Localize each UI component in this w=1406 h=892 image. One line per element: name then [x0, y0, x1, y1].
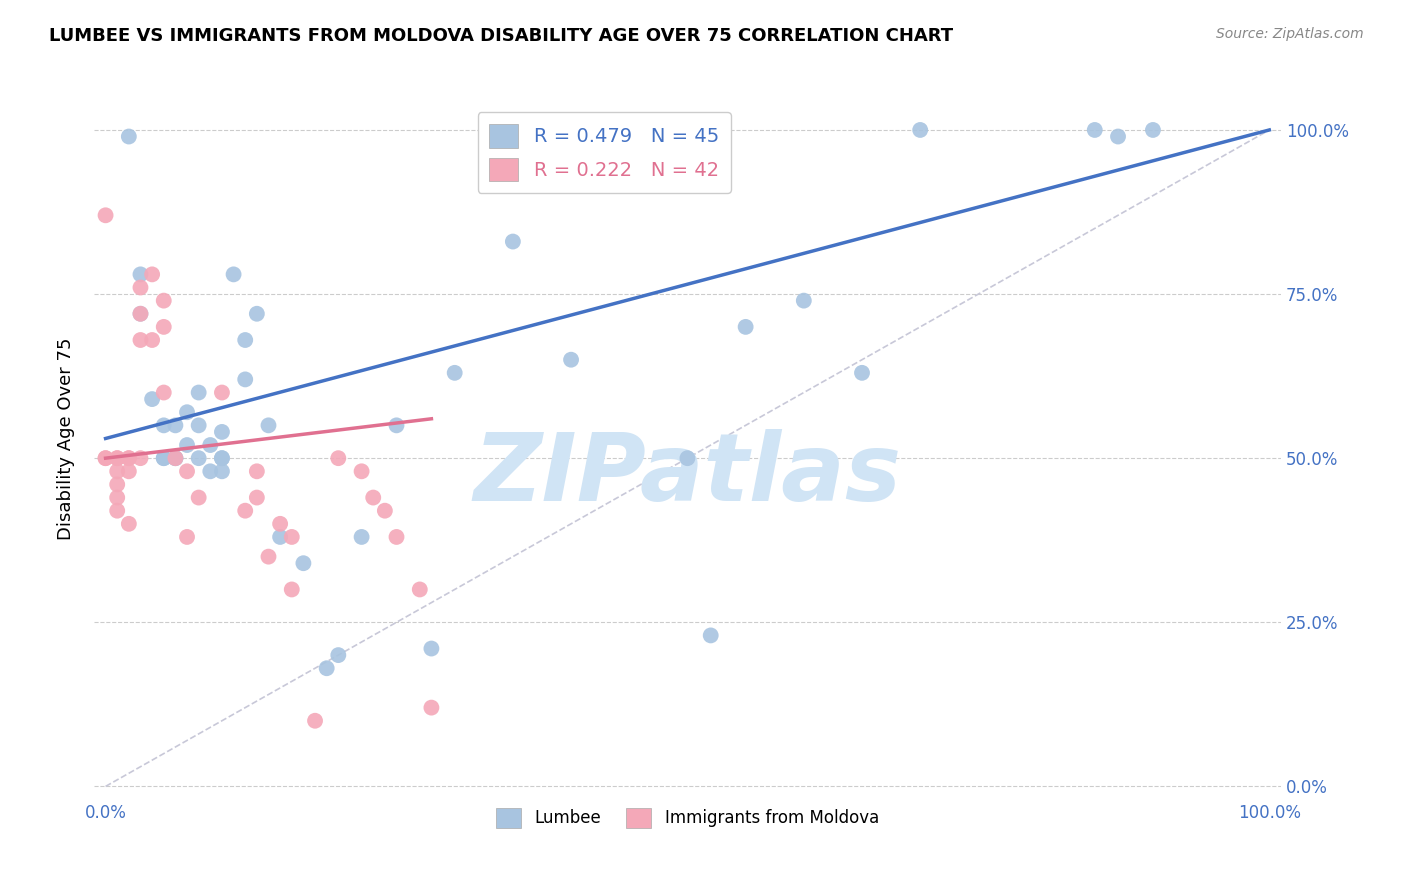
Point: [676, 451, 699, 466]
Point: [118, 464, 141, 478]
Point: [246, 464, 269, 478]
Point: [176, 464, 198, 478]
Point: [257, 549, 280, 564]
Point: [502, 235, 524, 249]
Point: [200, 438, 222, 452]
Point: [129, 333, 152, 347]
Text: Source: ZipAtlas.com: Source: ZipAtlas.com: [1216, 27, 1364, 41]
Point: [211, 451, 233, 466]
Point: [699, 628, 721, 642]
Point: [118, 129, 141, 144]
Point: [374, 504, 396, 518]
Point: [246, 307, 269, 321]
Point: [560, 352, 582, 367]
Point: [152, 451, 174, 466]
Point: [165, 451, 187, 466]
Text: LUMBEE VS IMMIGRANTS FROM MOLDOVA DISABILITY AGE OVER 75 CORRELATION CHART: LUMBEE VS IMMIGRANTS FROM MOLDOVA DISABI…: [49, 27, 953, 45]
Point: [118, 451, 141, 466]
Text: ZIPatlas: ZIPatlas: [474, 428, 901, 521]
Point: [118, 451, 141, 466]
Point: [328, 451, 350, 466]
Point: [328, 648, 350, 662]
Point: [176, 405, 198, 419]
Point: [105, 451, 128, 466]
Point: [304, 714, 326, 728]
Point: [165, 451, 187, 466]
Point: [105, 491, 128, 505]
Point: [187, 451, 209, 466]
Point: [211, 385, 233, 400]
Point: [94, 451, 117, 466]
Point: [257, 418, 280, 433]
Point: [105, 477, 128, 491]
Point: [1084, 123, 1107, 137]
Point: [281, 582, 304, 597]
Point: [420, 700, 443, 714]
Point: [350, 464, 373, 478]
Point: [152, 451, 174, 466]
Point: [908, 123, 931, 137]
Point: [269, 516, 291, 531]
Legend: Lumbee, Immigrants from Moldova: Lumbee, Immigrants from Moldova: [489, 801, 886, 835]
Point: [246, 491, 269, 505]
Point: [409, 582, 432, 597]
Point: [315, 661, 337, 675]
Point: [105, 464, 128, 478]
Point: [385, 530, 408, 544]
Point: [211, 451, 233, 466]
Point: [222, 268, 245, 282]
Point: [1107, 129, 1129, 144]
Point: [187, 418, 209, 433]
Point: [129, 307, 152, 321]
Point: [200, 464, 222, 478]
Point: [233, 372, 256, 386]
Point: [129, 451, 152, 466]
Point: [385, 418, 408, 433]
Y-axis label: Disability Age Over 75: Disability Age Over 75: [58, 337, 75, 540]
Point: [734, 319, 756, 334]
Point: [187, 385, 209, 400]
Point: [176, 530, 198, 544]
Point: [292, 556, 315, 570]
Point: [152, 385, 174, 400]
Point: [105, 451, 128, 466]
Point: [94, 451, 117, 466]
Point: [443, 366, 465, 380]
Point: [211, 464, 233, 478]
Point: [141, 392, 163, 406]
Point: [129, 268, 152, 282]
Point: [269, 530, 291, 544]
Point: [152, 293, 174, 308]
Point: [129, 307, 152, 321]
Point: [129, 280, 152, 294]
Point: [105, 504, 128, 518]
Point: [141, 333, 163, 347]
Point: [165, 418, 187, 433]
Point: [793, 293, 815, 308]
Point: [165, 451, 187, 466]
Point: [361, 491, 384, 505]
Point: [420, 641, 443, 656]
Point: [281, 530, 304, 544]
Point: [211, 425, 233, 439]
Point: [233, 504, 256, 518]
Point: [187, 491, 209, 505]
Point: [176, 438, 198, 452]
Point: [1142, 123, 1164, 137]
Point: [350, 530, 373, 544]
Point: [118, 516, 141, 531]
Point: [141, 268, 163, 282]
Point: [152, 319, 174, 334]
Point: [152, 418, 174, 433]
Point: [851, 366, 873, 380]
Point: [94, 208, 117, 222]
Point: [233, 333, 256, 347]
